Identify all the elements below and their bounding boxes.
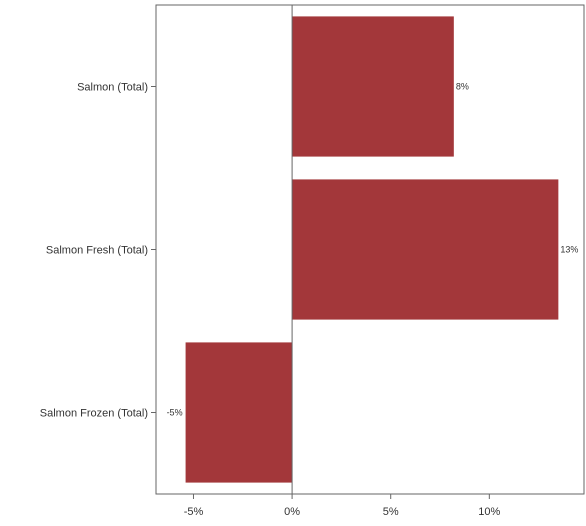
x-tick-label: 10% xyxy=(478,506,500,518)
bar xyxy=(186,342,293,482)
category-label: Salmon Frozen (Total) xyxy=(40,408,148,420)
x-tick-label: -5% xyxy=(184,506,204,518)
category-axis: Salmon (Total) Salmon Fresh (Total) Salmon… xyxy=(40,82,156,420)
data-label: 13% xyxy=(560,245,578,255)
category-label: Salmon Fresh (Total) xyxy=(46,245,148,257)
data-label: 8% xyxy=(456,82,469,92)
data-label: -5% xyxy=(167,408,183,418)
x-tick-label: 5% xyxy=(383,506,399,518)
bars-group: 8% 13% -5% xyxy=(167,16,579,482)
bar xyxy=(292,16,454,156)
x-tick-label: 0% xyxy=(284,506,300,518)
bar xyxy=(292,179,558,319)
category-label: Salmon (Total) xyxy=(77,82,148,94)
value-axis: -5% 0% 5% 10% xyxy=(184,494,501,518)
